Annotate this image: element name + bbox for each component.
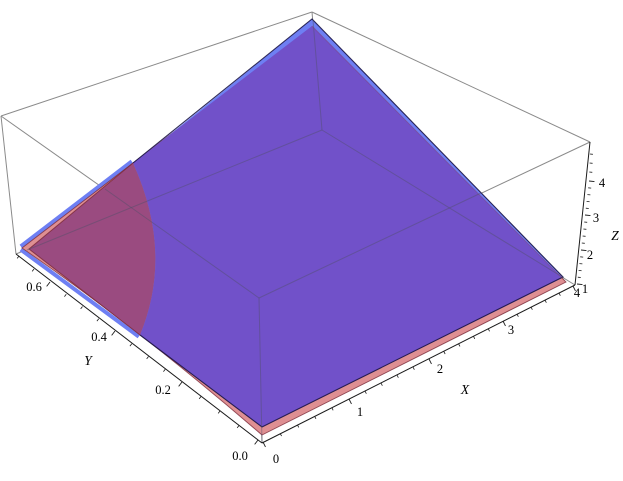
blue-edge-band	[19, 159, 134, 248]
z-tick-label: 2	[587, 248, 593, 262]
y-axis-minor-tick	[129, 343, 133, 347]
x-axis-minor-tick	[443, 351, 446, 355]
z-axis-major-tick	[588, 180, 595, 183]
y-axis-minor-tick	[236, 425, 240, 429]
x-axis-label: X	[460, 382, 470, 397]
box-edge-through-surface	[26, 129, 323, 251]
y-axis-minor-tick	[16, 255, 20, 259]
box-wireframe-edge	[311, 11, 591, 143]
y-tick-label: 0.0	[232, 449, 248, 463]
x-axis-minor-tick	[279, 433, 282, 437]
z-tick-label: 3	[593, 211, 599, 225]
box-wireframe-edge	[0, 11, 313, 117]
y-axis-minor-tick	[80, 306, 83, 310]
x-axis-major-tick	[262, 441, 266, 448]
y-axis-major-tick	[46, 281, 51, 287]
z-axis-major-tick	[576, 283, 583, 286]
x-tick-label: 1	[357, 405, 363, 419]
z-axis-major-tick	[580, 249, 587, 252]
x-tick-label: 3	[508, 323, 514, 337]
x-axis-major-tick	[572, 285, 576, 292]
box-edge-through-surface	[321, 129, 565, 279]
z-tick-label: 1	[582, 282, 588, 296]
y-axis-major-tick	[178, 381, 183, 387]
x-axis-minor-tick	[412, 366, 415, 370]
y-axis-minor-tick	[96, 318, 100, 322]
x-axis-minor-tick	[473, 336, 476, 340]
x-tick-label: 2	[437, 362, 443, 376]
y-axis-minor-tick	[31, 268, 35, 272]
x-axis-major-tick	[428, 358, 432, 365]
y-axis-major-tick	[111, 330, 116, 336]
blue-surface-rim	[132, 18, 564, 428]
y-axis-minor-tick	[217, 410, 221, 414]
y-axis	[15, 253, 263, 444]
box-edge-through-surface	[312, 19, 323, 131]
y-axis-minor-tick	[146, 356, 149, 360]
x-axis-minor-tick	[364, 390, 367, 394]
box-wireframe-edge	[0, 115, 17, 255]
red-surface-edge-through-blue	[311, 25, 563, 279]
y-axis-minor-tick	[64, 294, 67, 297]
x-axis-minor-tick	[558, 292, 561, 296]
y-axis-minor-tick	[163, 369, 166, 372]
blue-edge-band	[19, 248, 141, 339]
x-axis-minor-tick	[516, 313, 519, 317]
box-edge-through-surface	[104, 188, 260, 299]
y-axis-minor-tick	[198, 396, 202, 400]
x-axis-minor-tick	[530, 306, 533, 310]
box-edge-through-surface	[258, 192, 482, 299]
x-axis-minor-tick	[331, 407, 334, 411]
maroon-region-rim	[28, 162, 141, 336]
y-tick-label: 0.2	[155, 383, 171, 397]
x-axis-minor-tick	[396, 374, 399, 378]
x-axis-minor-tick	[297, 424, 300, 428]
y-tick-label: 0.4	[91, 330, 107, 344]
x-axis	[261, 284, 576, 444]
overlap-red-over-blue-region	[29, 163, 156, 335]
x-axis-minor-tick	[487, 328, 490, 332]
x-axis-major-tick	[502, 320, 506, 327]
y-axis-major-tick	[254, 439, 259, 445]
x-axis-minor-tick	[380, 382, 383, 386]
x-axis-minor-tick	[544, 299, 547, 303]
z-tick-label: 4	[599, 176, 606, 190]
y-tick-label: 0.6	[26, 280, 42, 294]
box-edge-through-surface	[258, 297, 263, 444]
overlap-blue-over-red-region	[133, 26, 562, 427]
z-axis	[574, 141, 591, 286]
x-axis-minor-tick	[314, 416, 317, 420]
x-tick-label: 0	[273, 452, 279, 466]
z-axis-label: Z	[611, 228, 619, 243]
x-tick-label: 4	[574, 286, 581, 300]
x-axis-major-tick	[348, 398, 352, 405]
z-axis-major-tick	[584, 214, 591, 217]
y-axis-label: Y	[84, 353, 93, 368]
x-axis-minor-tick	[458, 343, 461, 347]
